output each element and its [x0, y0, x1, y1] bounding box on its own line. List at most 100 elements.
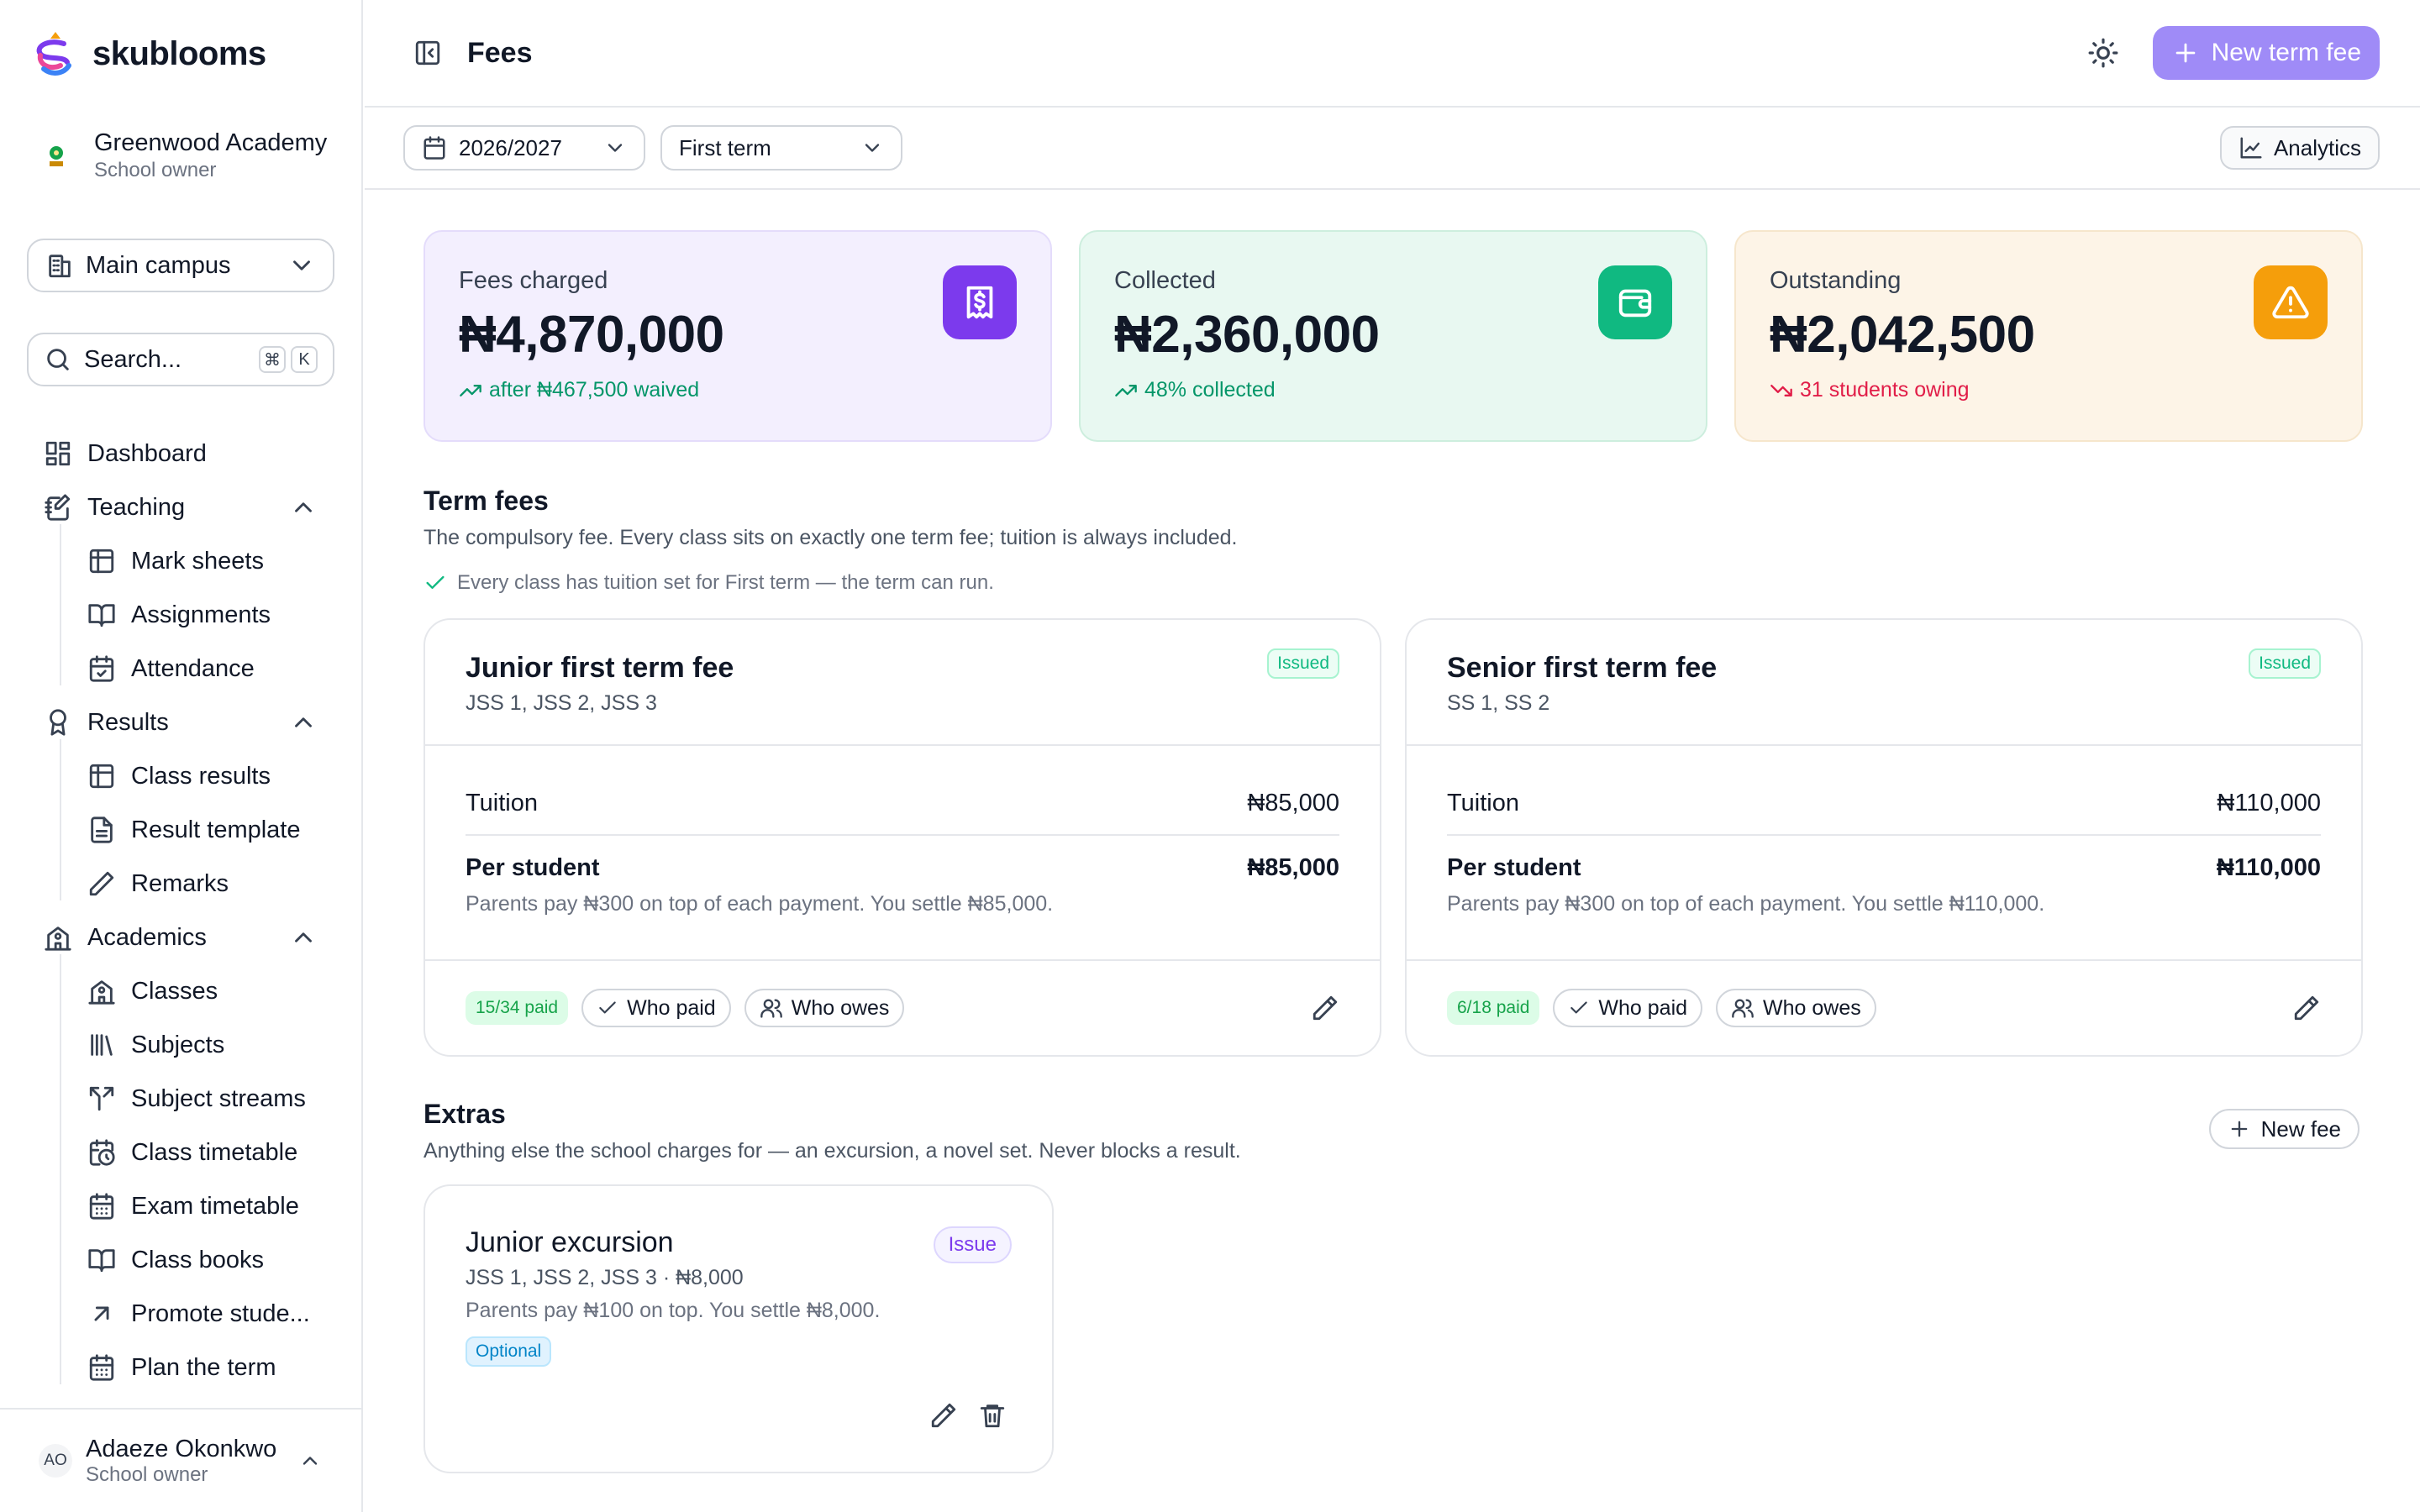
- trash-icon[interactable]: [978, 1401, 1007, 1430]
- dashboard-icon: [45, 441, 71, 466]
- new-term-fee-label: New term fee: [2211, 39, 2361, 66]
- extras-title: Extras: [424, 1099, 506, 1129]
- sidebar-item-label: Subjects: [131, 1031, 225, 1058]
- chevron-down-icon: [608, 144, 623, 152]
- stat-sub-text: after ₦467,500 waived: [489, 378, 700, 402]
- sidebar-item-remarks[interactable]: Remarks: [0, 857, 363, 911]
- wallet-icon: [1598, 265, 1672, 339]
- tuition-label: Tuition: [466, 790, 538, 816]
- search-input[interactable]: Search... ⌘ K: [27, 333, 334, 386]
- sidebar-item-label: Attendance: [131, 654, 255, 682]
- sidebar-item-dashboard[interactable]: Dashboard: [0, 427, 363, 480]
- table-icon: [89, 549, 114, 574]
- sidebar-item-academics[interactable]: Academics: [0, 911, 363, 964]
- sidebar-item-plan-term[interactable]: Plan the term: [0, 1341, 363, 1394]
- calendar-check-icon: [89, 655, 114, 682]
- user-menu[interactable]: AO Adaeze Okonkwo School owner: [0, 1408, 363, 1512]
- new-fee-button[interactable]: New fee: [2208, 1109, 2360, 1149]
- who-paid-label: Who paid: [627, 995, 716, 1020]
- tuition-amount: ₦110,000: [2217, 790, 2321, 816]
- status-badge: Issued: [2249, 648, 2321, 679]
- school-switcher[interactable]: Greenwood Academy School owner: [37, 129, 329, 182]
- stat-sub-text: 31 students owing: [1800, 378, 1970, 402]
- app-logo[interactable]: skublooms: [30, 27, 266, 81]
- users-icon: [760, 999, 782, 1018]
- search-placeholder: Search...: [84, 345, 182, 373]
- sidebar-item-teaching[interactable]: Teaching: [0, 480, 363, 534]
- sidebar-item-label: Class results: [131, 762, 271, 790]
- tuition-check-text: Every class has tuition set for First te…: [457, 571, 994, 594]
- sidebar-item-result-template[interactable]: Result template: [0, 803, 363, 857]
- sidebar-item-label: Dashboard: [87, 439, 207, 467]
- fee-title: Junior first term fee: [466, 652, 734, 684]
- sidebar-item-label: Result template: [131, 816, 301, 843]
- new-term-fee-button[interactable]: New term fee: [2152, 26, 2380, 80]
- calendar-days-icon: [89, 1354, 114, 1381]
- chevron-down-icon: [293, 260, 310, 270]
- chevron-down-icon: [865, 144, 880, 152]
- stat-label: Fees charged: [459, 267, 608, 294]
- campus-select[interactable]: Main campus: [27, 239, 334, 292]
- issue-badge[interactable]: Issue: [933, 1226, 1012, 1263]
- main-content: Fees New term fee 2026/2027 First term A…: [365, 0, 2420, 1512]
- trending-up-icon: [1115, 384, 1137, 396]
- sidebar-item-mark-sheets[interactable]: Mark sheets: [0, 534, 363, 588]
- per-student-amount: ₦110,000: [2216, 854, 2321, 881]
- fee-note: Parents pay ₦300 on top of each payment.…: [466, 892, 1054, 916]
- chevron-up-icon: [295, 717, 312, 727]
- sidebar-item-class-timetable[interactable]: Class timetable: [0, 1126, 363, 1179]
- sidebar-item-label: Teaching: [87, 493, 186, 521]
- status-badge: Issued: [1267, 648, 1339, 679]
- sidebar-item-label: Classes: [131, 977, 218, 1005]
- term-select[interactable]: First term: [660, 125, 902, 171]
- sidebar-item-label: Subject streams: [131, 1084, 306, 1112]
- school-icon: [45, 927, 71, 951]
- sidebar-item-results[interactable]: Results: [0, 696, 363, 749]
- sidebar-item-label: Remarks: [131, 869, 229, 897]
- sun-icon[interactable]: [2087, 37, 2119, 69]
- sidebar-item-classes[interactable]: Classes: [0, 964, 363, 1018]
- extra-note: Parents pay ₦100 on top. You settle ₦8,0…: [466, 1299, 881, 1322]
- page-title: Fees: [467, 36, 533, 69]
- building-icon: [49, 255, 71, 278]
- edit-icon[interactable]: [929, 1401, 958, 1430]
- pen-icon: [89, 871, 114, 896]
- who-owes-button[interactable]: Who owes: [1716, 989, 1876, 1027]
- sidebar-item-subjects[interactable]: Subjects: [0, 1018, 363, 1072]
- term-fee-card: Junior first term fee JSS 1, JSS 2, JSS …: [424, 618, 1381, 1057]
- who-paid-button[interactable]: Who paid: [581, 989, 731, 1027]
- fee-classes: JSS 1, JSS 2, JSS 3: [466, 691, 657, 715]
- award-icon: [50, 709, 66, 736]
- edit-icon[interactable]: [2292, 994, 2321, 1022]
- sidebar-item-class-results[interactable]: Class results: [0, 749, 363, 803]
- avatar: AO: [39, 1444, 72, 1478]
- calendar-days-icon: [89, 1193, 114, 1220]
- fees-charged-card: Fees charged ₦4,870,000 after ₦467,500 w…: [424, 230, 1052, 442]
- sidebar-item-class-books[interactable]: Class books: [0, 1233, 363, 1287]
- session-select[interactable]: 2026/2027: [403, 125, 645, 171]
- notebook-pen-icon: [45, 494, 71, 521]
- who-paid-button[interactable]: Who paid: [1553, 989, 1703, 1027]
- sidebar-item-attendance[interactable]: Attendance: [0, 642, 363, 696]
- sidebar-item-label: Assignments: [131, 601, 271, 628]
- users-icon: [1732, 999, 1754, 1018]
- sidebar: skublooms Greenwood Academy School owner…: [0, 0, 363, 1512]
- analytics-button[interactable]: Analytics: [2219, 126, 2380, 170]
- fee-note: Parents pay ₦300 on top of each payment.…: [1447, 892, 2045, 916]
- sidebar-item-subject-streams[interactable]: Subject streams: [0, 1072, 363, 1126]
- sidebar-item-exam-timetable[interactable]: Exam timetable: [0, 1179, 363, 1233]
- arrow-up-right-icon: [94, 1306, 109, 1321]
- fee-classes: SS 1, SS 2: [1447, 691, 1550, 715]
- term-value: First term: [679, 134, 771, 160]
- file-text-icon: [91, 816, 113, 843]
- sidebar-item-assignments[interactable]: Assignments: [0, 588, 363, 642]
- check-icon: [1570, 1001, 1588, 1014]
- filter-bar: 2026/2027 First term Analytics: [365, 108, 2420, 190]
- edit-icon[interactable]: [1311, 994, 1339, 1022]
- school-icon: [88, 980, 115, 1005]
- sidebar-item-promote-students[interactable]: Promote stude...: [0, 1287, 363, 1341]
- who-owes-button[interactable]: Who owes: [744, 989, 905, 1027]
- search-shortcut: ⌘ K: [259, 346, 318, 373]
- optional-tag: Optional: [466, 1336, 552, 1367]
- sidebar-toggle-icon[interactable]: [413, 39, 442, 67]
